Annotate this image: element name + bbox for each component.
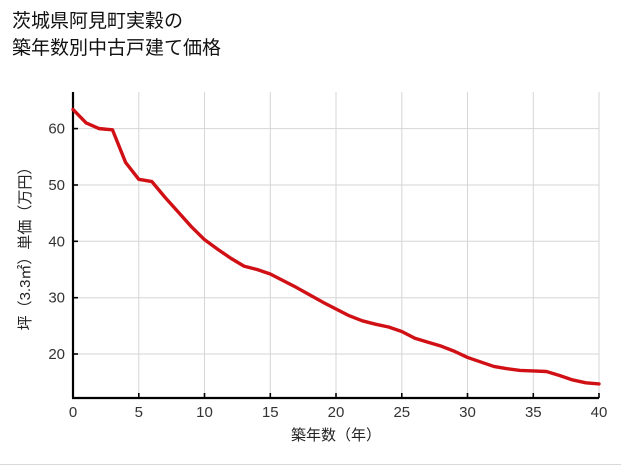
x-tick-labels: 0 5 10 15 20 25 30 35 40	[69, 404, 608, 421]
chart-title-text: 茨城県阿見町実穀の 築年数別中古戸建て価格	[12, 11, 222, 59]
x-tick-label-15: 15	[262, 404, 279, 421]
x-tick-label-10: 10	[196, 404, 213, 421]
x-tick-label-20: 20	[328, 404, 345, 421]
series-line-坪単価	[71, 107, 601, 386]
y-tick-label-60: 60	[48, 121, 65, 138]
x-tick-label-25: 25	[393, 404, 410, 421]
chart-title: 茨城県阿見町実穀の 築年数別中古戸建て価格	[12, 8, 572, 62]
x-tick-label-0: 0	[69, 404, 77, 421]
y-tick-label-40: 40	[48, 233, 65, 250]
x-tick-label-35: 35	[525, 404, 542, 421]
tickmarks-group	[72, 127, 600, 398]
y-tick-labels: 20 30 40 50 60	[48, 121, 65, 363]
x-tick-label-30: 30	[459, 404, 476, 421]
gridlines-group	[73, 92, 600, 398]
y-axis-label: 坪（3.3㎡）単価（万円）	[17, 160, 34, 331]
y-tick-label-30: 30	[48, 290, 65, 307]
y-tick-label-20: 20	[48, 346, 65, 363]
x-tick-label-5: 5	[135, 404, 143, 421]
series-group	[71, 107, 601, 386]
y-tick-label-50: 50	[48, 177, 65, 194]
x-tick-label-40: 40	[591, 404, 608, 421]
x-axis-label: 築年数（年）	[291, 426, 381, 444]
